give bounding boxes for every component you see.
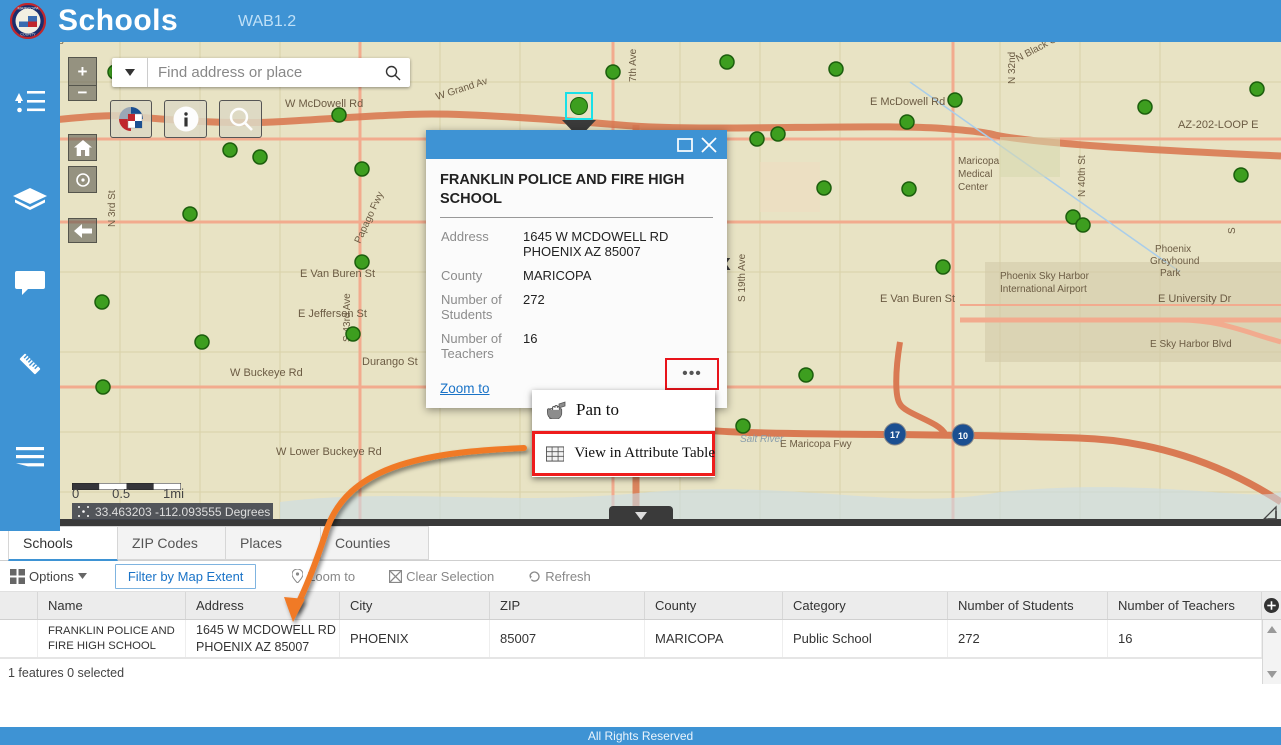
svg-text:E Sky Harbor Blvd: E Sky Harbor Blvd bbox=[1150, 339, 1232, 350]
svg-text:MARICOPA: MARICOPA bbox=[17, 6, 38, 11]
svg-text:Center: Center bbox=[958, 182, 989, 193]
svg-text:E University Dr: E University Dr bbox=[1158, 293, 1232, 305]
svg-text:Phoenix Sky Harbor: Phoenix Sky Harbor bbox=[1000, 271, 1090, 282]
svg-text:E Jefferson St: E Jefferson St bbox=[298, 308, 367, 320]
svg-text:E Maricopa Fwy: E Maricopa Fwy bbox=[780, 439, 852, 450]
svg-text:E McDowell Rd: E McDowell Rd bbox=[870, 96, 945, 108]
svg-text:Park: Park bbox=[1160, 268, 1182, 279]
svg-text:COUNTY: COUNTY bbox=[20, 33, 36, 37]
svg-text:7th Ave: 7th Ave bbox=[628, 48, 639, 82]
svg-text:Greyhound: Greyhound bbox=[1150, 256, 1199, 267]
svg-text:17: 17 bbox=[890, 430, 900, 440]
svg-text:N 3rd St: N 3rd St bbox=[107, 190, 118, 227]
svg-text:Phoenix: Phoenix bbox=[1155, 244, 1191, 255]
svg-text:10: 10 bbox=[958, 431, 968, 441]
svg-text:S: S bbox=[1227, 227, 1238, 234]
svg-text:AZ-202-LOOP E: AZ-202-LOOP E bbox=[1178, 119, 1259, 131]
svg-text:N 40th St: N 40th St bbox=[1077, 155, 1088, 197]
svg-text:W McDowell Rd: W McDowell Rd bbox=[285, 98, 363, 110]
svg-text:International Airport: International Airport bbox=[1000, 284, 1087, 295]
svg-text:Maricopa: Maricopa bbox=[958, 156, 1000, 167]
svg-text:E Van Buren St: E Van Buren St bbox=[300, 268, 375, 280]
svg-text:Medical: Medical bbox=[958, 169, 992, 180]
svg-text:Durango St: Durango St bbox=[362, 356, 418, 368]
svg-text:W Buckeye Rd: W Buckeye Rd bbox=[230, 367, 303, 379]
svg-text:Salt River: Salt River bbox=[740, 434, 784, 445]
svg-text:S 19th Ave: S 19th Ave bbox=[737, 253, 748, 302]
svg-text:E Van Buren St: E Van Buren St bbox=[880, 293, 955, 305]
svg-text:W Lower Buckeye Rd: W Lower Buckeye Rd bbox=[276, 446, 382, 458]
